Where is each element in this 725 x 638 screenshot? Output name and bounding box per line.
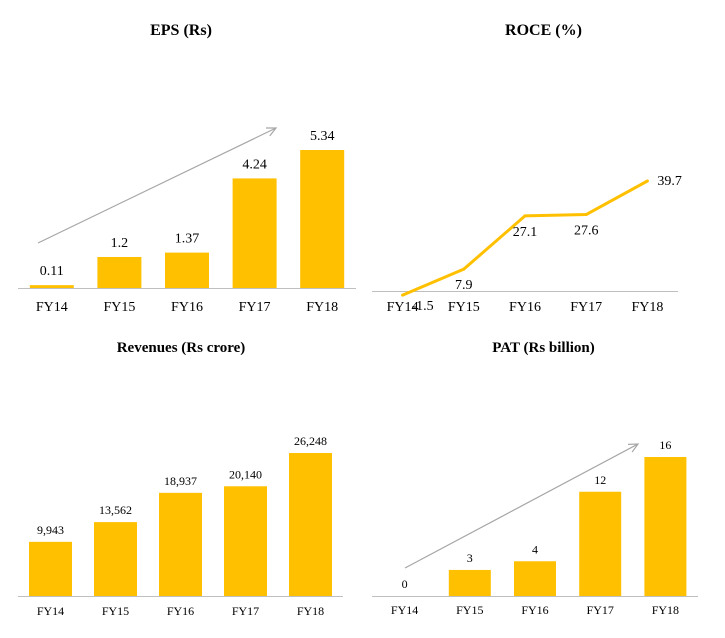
x-tick-label: FY14: [36, 300, 68, 315]
data-point: [462, 267, 466, 271]
data-label: 1.37: [175, 232, 200, 247]
data-label: 16: [659, 438, 671, 452]
x-tick-label: FY15: [102, 604, 129, 618]
bar-fy15: [94, 522, 137, 596]
data-point: [645, 179, 649, 183]
data-label: 0.11: [40, 264, 64, 279]
data-label: 1.2: [111, 236, 129, 251]
data-label: 27.6: [574, 224, 599, 239]
eps-plot: 0.11 FY14 1.2 FY15 1.37 FY16 4.24 FY17 5.34 FY18: [18, 127, 356, 315]
bar-fy14: [29, 541, 72, 596]
bar-fy17: [224, 486, 267, 596]
data-label: 7.9: [455, 278, 473, 293]
data-label: 9,943: [37, 523, 64, 537]
trend-arrow: [404, 443, 639, 569]
bar-fy18: [644, 457, 687, 596]
bar-fy17: [232, 178, 277, 288]
x-tick-label: FY14: [387, 300, 419, 315]
bar-fy18: [300, 150, 345, 288]
x-tick-label: FY16: [171, 300, 203, 315]
x-tick-label: FY18: [631, 300, 663, 315]
revenues-plot: 9,943 FY14 13,562 FY15 18,937 FY16 20,140 FY17 2…: [18, 434, 343, 618]
bar-fy14: [29, 285, 74, 288]
x-tick-label: FY17: [232, 604, 259, 618]
data-point: [523, 214, 527, 218]
bar-fy16: [514, 561, 556, 596]
x-tick-label: FY17: [587, 603, 614, 617]
bar-fy18: [289, 453, 332, 596]
data-label: 5.34: [310, 129, 335, 144]
chart-title: PAT (Rs billion): [492, 340, 595, 356]
data-label: 39.7: [657, 174, 682, 189]
x-tick-label: FY18: [306, 300, 338, 315]
x-tick-label: FY15: [456, 603, 483, 617]
data-label: 26,248: [294, 434, 327, 448]
x-tick-label: FY15: [103, 300, 135, 315]
x-tick-label: FY16: [167, 604, 194, 618]
trend-arrow-head: [265, 127, 278, 137]
bar-fy15: [97, 256, 142, 288]
data-label: 27.1: [513, 225, 538, 240]
pat-plot: 0 FY14 3 FY15 4 FY16 12 FY17 16 FY18: [372, 438, 698, 617]
data-label: 20,140: [229, 467, 262, 481]
chart-title: Revenues (Rs crore): [116, 340, 246, 356]
x-tick-label: FY17: [239, 300, 271, 315]
bar-fy16: [159, 492, 202, 596]
revenues-chart: Revenues (Rs crore) 9,943 FY14 13,562 FY15 1…: [0, 320, 362, 638]
data-label: 3: [467, 551, 473, 565]
x-tick-label: FY16: [509, 300, 541, 315]
data-label: 4: [532, 542, 538, 556]
trend-arrow: [37, 127, 277, 244]
data-point: [401, 293, 405, 297]
roce-chart: ROCE (%) -1.5 FY14 7.9 FY15 27.1 FY16 27.6 FY17…: [362, 0, 725, 320]
data-label: -1.5: [412, 299, 434, 314]
data-label: 12: [594, 473, 606, 487]
bar-fy17: [579, 491, 622, 596]
chart-title: EPS (Rs): [150, 22, 212, 39]
data-label: 13,562: [99, 503, 132, 517]
pat-chart: PAT (Rs billion) 0 FY14 3 FY15 4 FY16 12 FY17 16…: [362, 320, 725, 638]
bar-fy15: [448, 569, 491, 596]
data-label: 18,937: [164, 474, 197, 488]
data-label: 4.24: [242, 157, 267, 172]
chart-title: ROCE (%): [505, 22, 582, 39]
data-point: [584, 213, 588, 217]
x-tick-label: FY18: [652, 603, 679, 617]
data-label: 0: [402, 577, 408, 591]
x-tick-label: FY15: [448, 300, 480, 315]
bar-fy16: [165, 252, 209, 288]
x-tick-label: FY14: [37, 604, 64, 618]
x-tick-label: FY14: [391, 603, 418, 617]
x-tick-label: FY18: [297, 604, 324, 618]
x-tick-label: FY17: [570, 300, 602, 315]
x-tick-label: FY16: [521, 603, 548, 617]
trend-arrow-head: [627, 443, 640, 453]
eps-chart: EPS (Rs) 0.11 FY14 1.2 FY15 1.37 FY16 4.24 FY17…: [0, 0, 362, 320]
